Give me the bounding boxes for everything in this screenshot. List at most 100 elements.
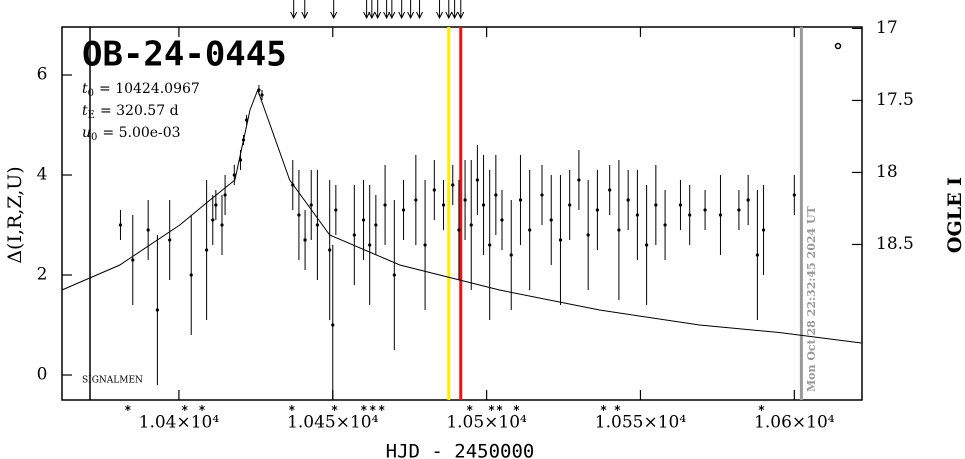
observation-arrow [445, 0, 453, 20]
star-marker [331, 405, 338, 411]
parameter-value: = 320.57 d [100, 103, 179, 119]
star-marker [199, 405, 205, 411]
observation-arrow [457, 0, 465, 20]
star-marker [466, 405, 473, 411]
data-point [761, 228, 766, 232]
y2-tick-label: 18 [876, 162, 898, 182]
arrow-shape [445, 0, 453, 20]
model-curve [61, 88, 862, 344]
parameter-subscript: E [88, 110, 95, 121]
data-point [223, 193, 227, 197]
data-point [220, 223, 224, 227]
data-point [211, 218, 215, 222]
data-point [528, 228, 532, 232]
star-marker [513, 405, 520, 411]
data-point [331, 323, 335, 327]
y2-tick-label: 17.5 [876, 90, 914, 110]
data-point [626, 198, 630, 202]
observation-arrow [436, 0, 443, 20]
data-point [688, 213, 692, 217]
arrow-shape [451, 0, 459, 20]
data-point [260, 93, 264, 97]
data-point [558, 238, 563, 242]
observation-arrow [368, 0, 376, 20]
parameter: u0 = 5.00e-03 [82, 125, 181, 143]
data-point [309, 203, 313, 207]
y-tick-label: 2 [37, 265, 48, 285]
data-point [392, 273, 396, 277]
x-tick-label: 1.04×10⁴ [139, 413, 220, 433]
star-marker [614, 405, 621, 411]
observation-arrow [398, 0, 406, 20]
data-point [232, 173, 236, 177]
observation-arrow [388, 0, 396, 20]
observation-arrow [374, 0, 382, 20]
arrow-shape [368, 0, 376, 20]
observation-arrow [416, 0, 423, 20]
data-point [361, 218, 366, 222]
data-point [678, 203, 683, 207]
data-point [297, 213, 301, 217]
data-point [755, 253, 759, 257]
arrow-shape [388, 0, 396, 20]
star-marker [378, 405, 385, 411]
data-point [792, 193, 796, 197]
data-point [155, 308, 159, 312]
observation-arrow [407, 0, 415, 20]
arrow-shape [363, 0, 371, 20]
parameter: t0 = 10424.0967 [82, 81, 200, 99]
y-axis-label: Δ(I,R,Z,U) [4, 166, 26, 263]
y2-tick-label: 17 [876, 18, 898, 38]
observation-arrow [290, 0, 298, 20]
data-point [608, 188, 612, 192]
data-point [703, 208, 707, 212]
data-point [131, 258, 135, 262]
parameter-value: = 5.00e-03 [102, 125, 180, 141]
arrow-shape [290, 0, 298, 20]
y-tick-label: 4 [37, 165, 48, 185]
marker-circle [834, 42, 842, 50]
arrow-shape [374, 0, 382, 20]
x-axis-label: HJD - 2450000 [386, 441, 535, 459]
data-point [315, 223, 319, 227]
data-point [189, 273, 193, 277]
data-point [423, 243, 427, 247]
arrow-shape [407, 0, 415, 20]
x-tick-label: 1.06×10⁴ [754, 413, 835, 433]
data-point [118, 223, 123, 227]
arrow-shape [457, 0, 465, 20]
data-point [540, 193, 544, 197]
star-marker [369, 405, 376, 411]
parameter-symbol: t [82, 81, 88, 97]
data-point [577, 178, 581, 182]
observatory-label: SIGNALMEN [82, 376, 143, 386]
x-tick-label: 1.045×10⁴ [287, 413, 379, 433]
parameter-subscript: 0 [88, 88, 94, 99]
data-point [374, 223, 378, 227]
data-point [401, 208, 406, 212]
data-point [663, 223, 667, 227]
data-point [441, 203, 446, 207]
data-point [737, 208, 741, 212]
data-point [488, 243, 492, 247]
star-marker [124, 405, 131, 411]
data-point [481, 203, 486, 207]
data-point [451, 183, 455, 187]
data-point [146, 228, 150, 232]
star-marker [288, 405, 295, 411]
parameter-value: = 10424.0967 [99, 81, 200, 97]
data-point [746, 198, 750, 202]
x-tick-label: 1.05×10⁴ [446, 413, 527, 433]
data-point [494, 193, 498, 197]
data-point [549, 218, 553, 222]
observation-arrow [451, 0, 459, 20]
data-point [518, 198, 523, 202]
chart-title: OB-24-0445 [82, 35, 287, 75]
timestamp: Mon Oct 28 22:32:45 2024 UT [805, 205, 818, 392]
arrow-shape [301, 0, 309, 20]
parameter-subscript: 0 [91, 132, 97, 143]
data-point [595, 208, 599, 212]
data-point [368, 243, 372, 247]
arrow-shape [398, 0, 406, 20]
data-point [457, 228, 461, 232]
